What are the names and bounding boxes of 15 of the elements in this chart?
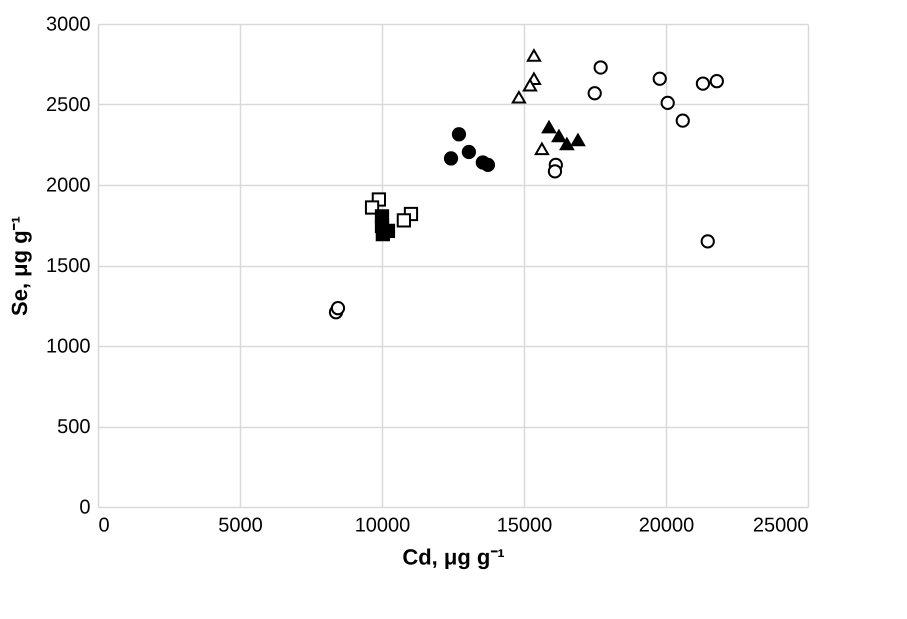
y-tick-label: 1500: [46, 255, 90, 277]
x-tick-label: 5000: [218, 514, 263, 536]
y-tick-label: 0: [79, 496, 90, 518]
y-tick-label: 1000: [46, 336, 90, 358]
x-tick-label: 0: [98, 514, 110, 536]
x-tick-label: 20000: [638, 514, 694, 536]
y-tick-label: 500: [57, 416, 90, 438]
x-axis-title: Cd, μg g⁻¹: [402, 544, 505, 570]
x-tick-label: 15000: [496, 514, 552, 536]
y-axis-title: Se, μg g⁻¹: [7, 216, 32, 316]
y-tick-label: 2500: [46, 94, 90, 116]
x-tick-label: 25000: [752, 514, 808, 536]
x-tick-label: 10000: [354, 514, 410, 536]
y-tick-label: 3000: [46, 14, 90, 36]
y-tick-label: 2000: [46, 174, 90, 196]
